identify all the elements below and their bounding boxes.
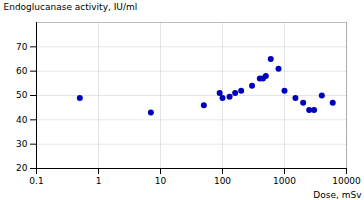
svg-text:40: 40 [16, 115, 28, 125]
svg-text:30: 30 [16, 139, 28, 149]
svg-text:1000: 1000 [273, 176, 296, 186]
svg-text:Endoglucanase activity, IU/ml: Endoglucanase activity, IU/ml [4, 2, 138, 12]
svg-text:10: 10 [155, 176, 167, 186]
svg-text:60: 60 [16, 66, 28, 76]
svg-text:0.1: 0.1 [29, 176, 43, 186]
svg-text:50: 50 [16, 90, 28, 100]
svg-text:70: 70 [16, 42, 28, 52]
svg-text:1: 1 [96, 176, 102, 186]
svg-text:100: 100 [214, 176, 231, 186]
svg-text:20: 20 [16, 163, 28, 173]
svg-text:Dose, mSv: Dose, mSv [313, 190, 362, 200]
svg-text:10000: 10000 [332, 176, 361, 186]
